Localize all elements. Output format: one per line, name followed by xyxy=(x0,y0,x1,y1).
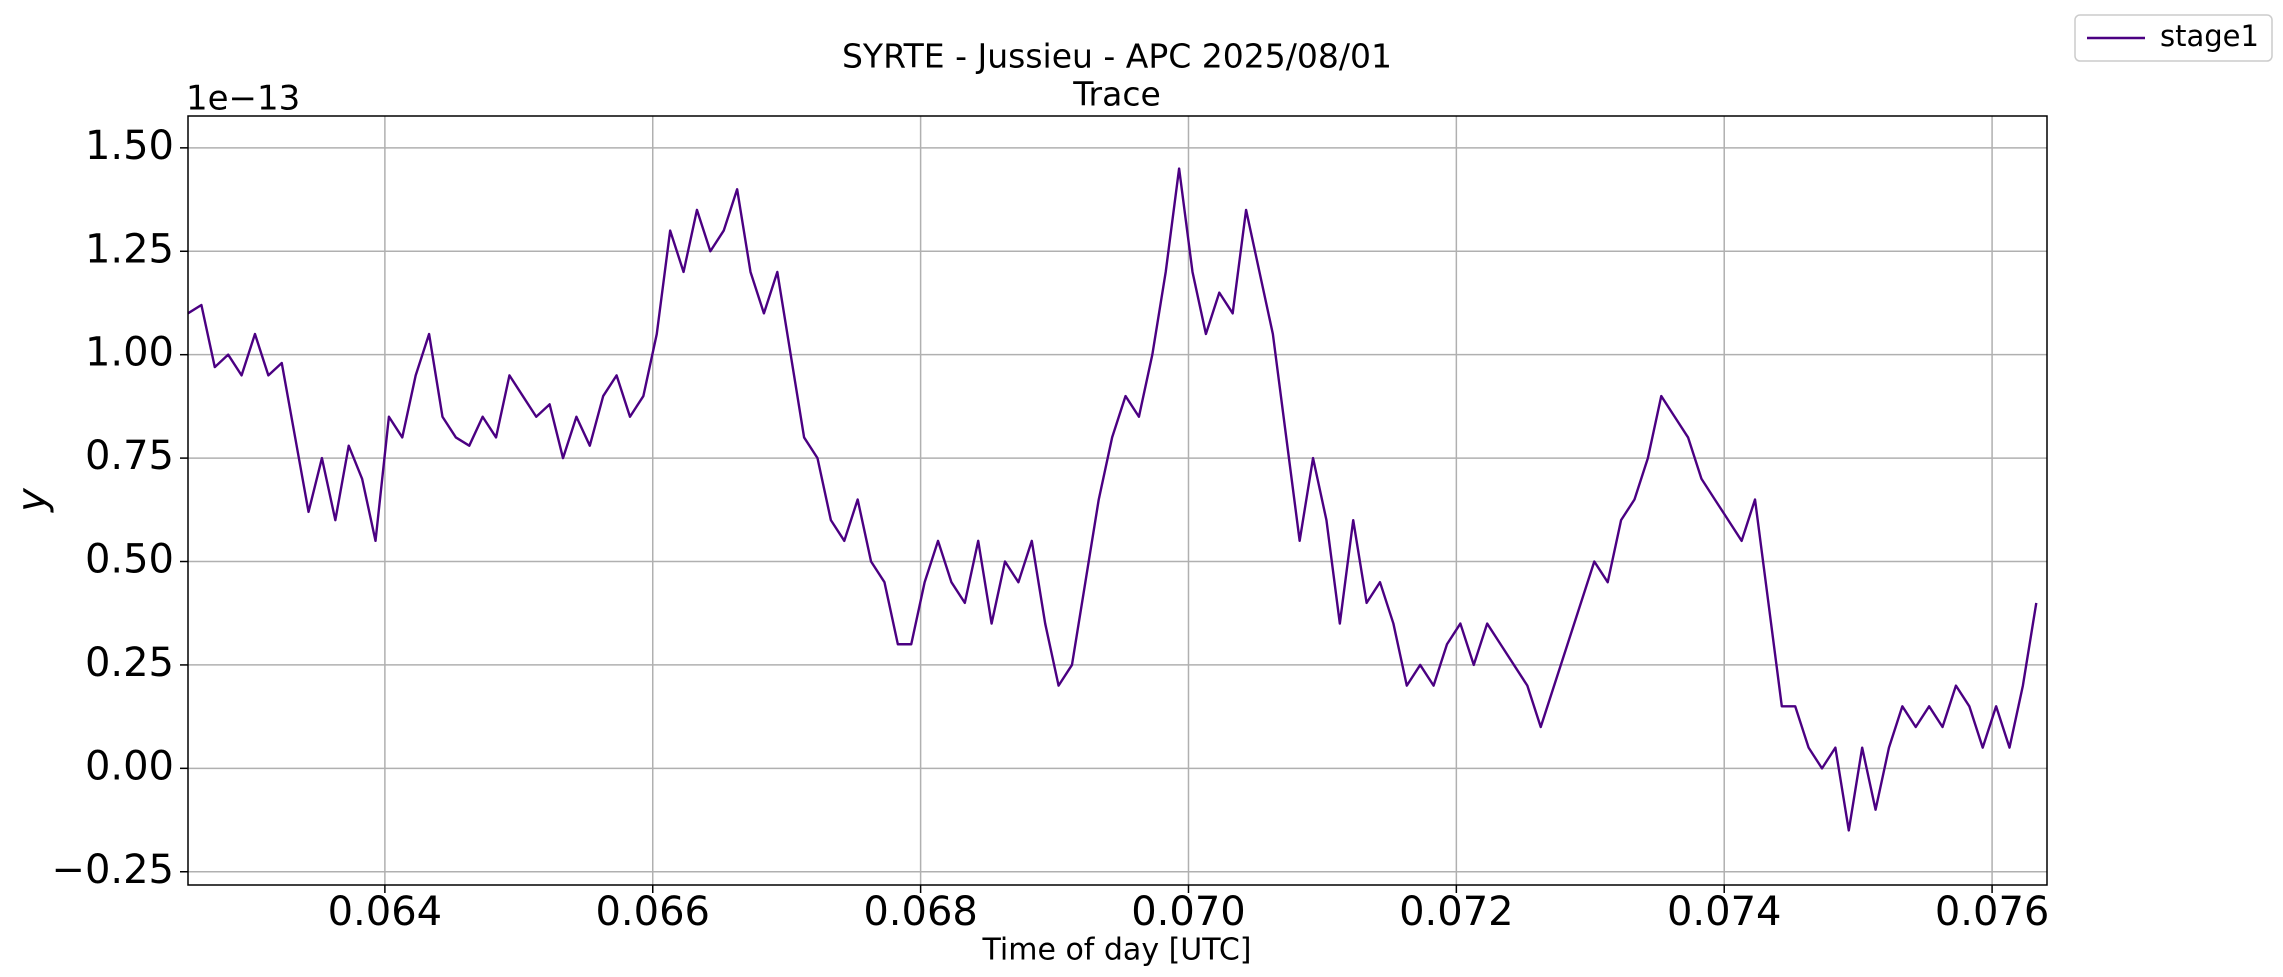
x-tick-label: 0.076 xyxy=(1935,889,2050,935)
legend-label: stage1 xyxy=(2160,19,2259,53)
y-tick-label: −0.25 xyxy=(51,847,174,893)
x-tick-label: 0.064 xyxy=(328,889,443,935)
chart-title: SYRTE - Jussieu - APC 2025/08/01 xyxy=(842,37,1392,76)
legend: stage1 xyxy=(2074,14,2273,62)
x-tick-label: 0.066 xyxy=(595,889,710,935)
y-tick-label: 0.50 xyxy=(85,537,174,583)
x-tick-label: 0.068 xyxy=(863,889,978,935)
y-tick-label: 0.25 xyxy=(85,640,174,686)
y-tick-label: 0.75 xyxy=(85,433,174,479)
y-tick-label: 0.00 xyxy=(85,743,174,789)
data-line xyxy=(187,167,2038,832)
legend-box xyxy=(2074,14,2273,62)
plot-frame xyxy=(187,115,2048,886)
y-tick-label: 1.25 xyxy=(85,226,174,272)
chart-subtitle: Trace xyxy=(1072,75,1161,114)
x-tick-label: 0.072 xyxy=(1399,889,1514,935)
y-offset-label: 1e−13 xyxy=(186,79,300,119)
x-tick-label: 0.070 xyxy=(1131,889,1246,935)
y-tick-label: 1.50 xyxy=(85,123,174,169)
y-tick-label: 1.00 xyxy=(85,330,174,376)
x-axis-label: Time of day [UTC] xyxy=(981,933,1251,968)
y-axis-label: y xyxy=(9,487,55,513)
x-tick-label: 0.074 xyxy=(1667,889,1782,935)
